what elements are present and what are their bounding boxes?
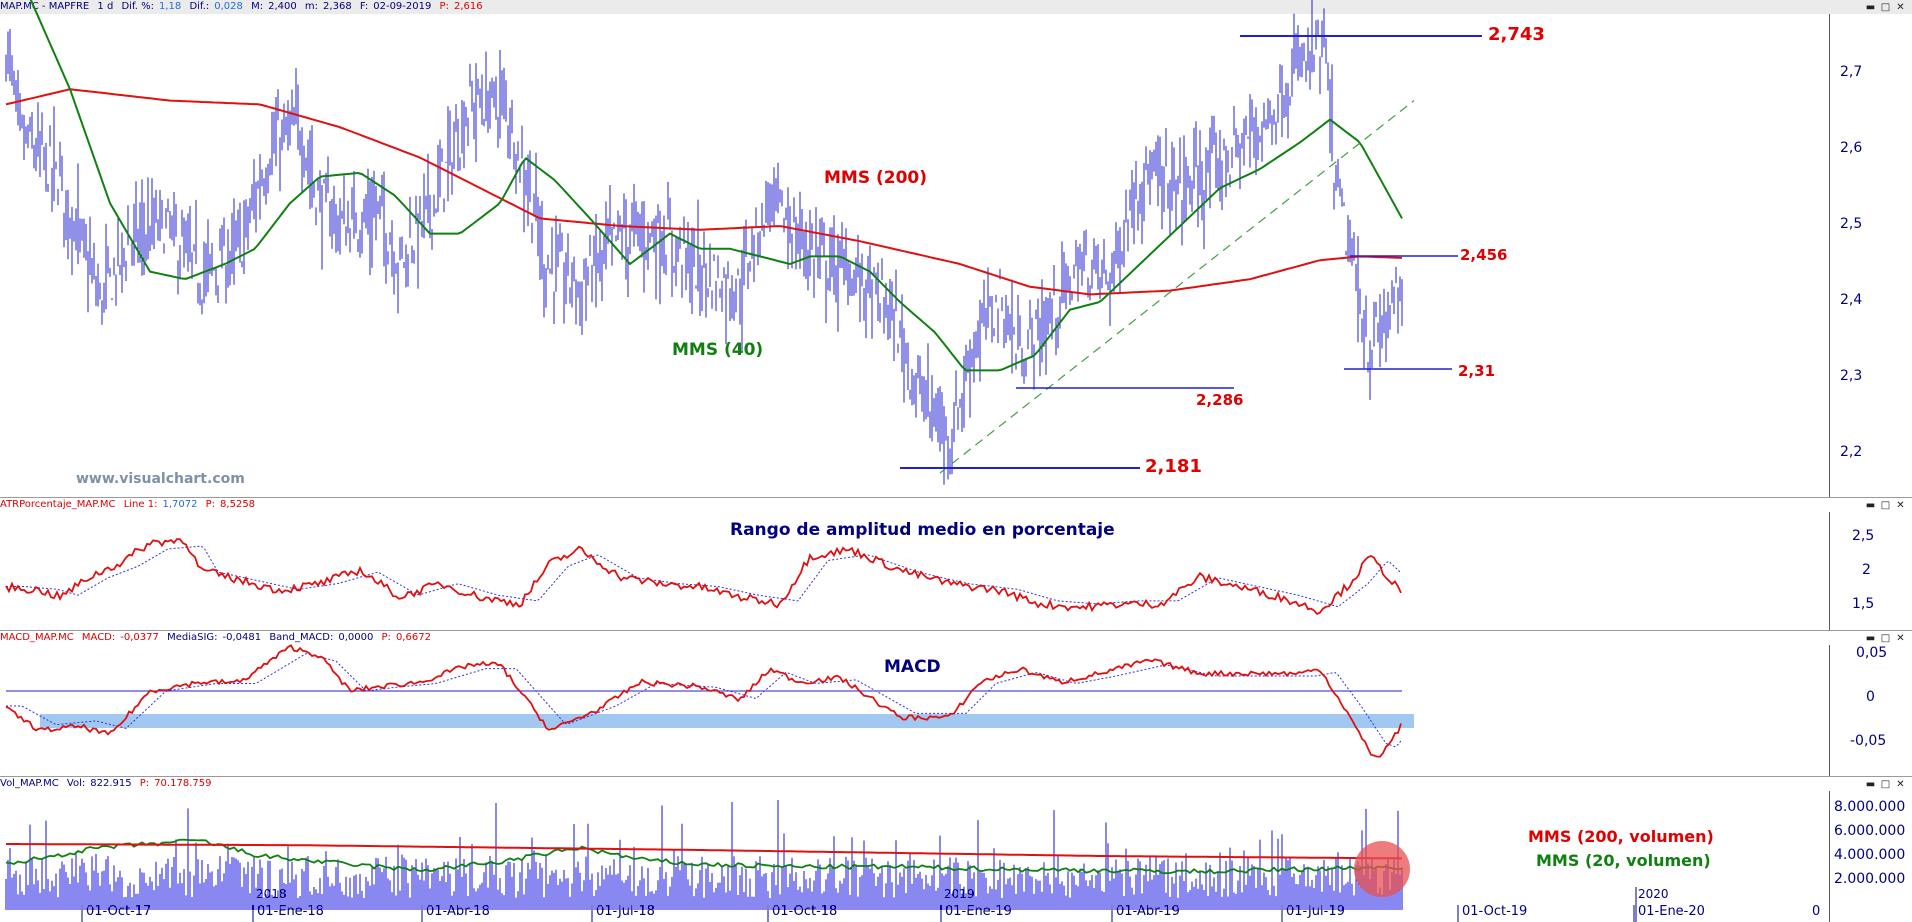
y-tick: 8.000.000 xyxy=(1834,799,1906,815)
ma40-annotation: MMS (40) xyxy=(672,340,764,360)
x-label: 01-Jul-19 xyxy=(1286,904,1345,919)
level-2286-label: 2,286 xyxy=(1196,391,1244,409)
macd-panel: MACD_MAP.MC MACD: -0,0377 MediaSIG: -0,048… xyxy=(0,631,1912,776)
atr-signal-line xyxy=(6,545,1402,608)
volume-header: Vol_MAP.MC Vol: 822.915 P: 70.178.759 ▬ □ … xyxy=(0,778,1905,790)
y-tick: 2 xyxy=(1862,562,1871,578)
x-label: 01-Abr-19 xyxy=(1116,904,1180,919)
watermark: www.visualchart.com xyxy=(76,471,245,487)
price-header: MAP.MC - MAPFRE 1 d Dif. %: 1,18 Dif.: 0,0… xyxy=(0,0,1912,14)
vol-ma20-annotation: MMS (20, volumen) xyxy=(1536,851,1711,870)
macd-signal-line xyxy=(6,653,1402,748)
vol-ma200-line xyxy=(6,843,1402,860)
level-2456-label: 2,456 xyxy=(1460,246,1508,264)
ma40-line xyxy=(29,0,1403,372)
x-label: 01-Oct-19 xyxy=(1462,904,1528,919)
minimize-button[interactable]: ▬ xyxy=(1865,632,1876,644)
y-tick: -0,05 xyxy=(1850,733,1887,749)
y-tick: 0 xyxy=(1866,689,1875,705)
y-tick: 4.000.000 xyxy=(1834,847,1906,863)
macd-header: MACD_MAP.MC MACD: -0,0377 MediaSIG: -0,048… xyxy=(0,632,1905,644)
trend-line xyxy=(939,100,1415,474)
macd-band xyxy=(40,714,1414,728)
year-label: 2019 xyxy=(944,887,975,901)
y-tick: 2.000.000 xyxy=(1834,871,1906,887)
level-231-label: 2,31 xyxy=(1458,362,1496,380)
close-button[interactable]: ✕ xyxy=(1896,1,1905,13)
y-tick: 2,2 xyxy=(1840,444,1863,460)
x-label: 01-Oct-17 xyxy=(86,904,152,919)
y-tick: 2,3 xyxy=(1840,368,1863,384)
y-tick: 2,5 xyxy=(1852,528,1875,544)
restore-button[interactable]: □ xyxy=(1880,632,1891,644)
ma200-line xyxy=(5,88,1403,296)
highlight-circle xyxy=(1354,841,1410,897)
level-2181-label: 2,181 xyxy=(1145,456,1202,477)
atr-line xyxy=(5,538,1402,615)
y-tick: 2,7 xyxy=(1840,64,1863,80)
minimize-button[interactable]: ▬ xyxy=(1865,778,1876,790)
restore-button[interactable]: □ xyxy=(1880,778,1891,790)
x-label: 01-Oct-18 xyxy=(772,904,838,919)
vol-ma200-annotation: MMS (200, volumen) xyxy=(1528,827,1714,846)
ma200-annotation: MMS (200) xyxy=(824,168,928,188)
volume-panel: Vol_MAP.MC Vol: 822.915 P: 70.178.759 ▬ □ … xyxy=(0,777,1912,922)
price-window-buttons: ▬ □ ✕ xyxy=(1865,0,1906,14)
atr-chart xyxy=(5,538,1402,615)
restore-button[interactable]: □ xyxy=(1880,499,1891,511)
close-button[interactable]: ✕ xyxy=(1896,499,1905,511)
year-label: 2018 xyxy=(256,887,287,901)
y-tick: 2,6 xyxy=(1840,140,1863,156)
x-label: 01-Ene-19 xyxy=(945,904,1012,919)
x-label: 01-Ene-18 xyxy=(257,904,324,919)
level-2743-label: 2,743 xyxy=(1488,24,1545,45)
x-label: 01-Abr-18 xyxy=(426,904,490,919)
close-button[interactable]: ✕ xyxy=(1896,632,1905,644)
macd-chart xyxy=(5,644,1414,758)
y-tick: 6.000.000 xyxy=(1834,823,1906,839)
vol-ma20-line xyxy=(5,838,1403,875)
macd-line xyxy=(5,644,1402,758)
price-chart xyxy=(5,0,1482,485)
volume-chart xyxy=(5,800,1637,922)
atr-header: ATRPorcentaje_MAP.MC Line 1: 1,7072 P: 8,5… xyxy=(0,499,1905,511)
y-tick: 0,05 xyxy=(1856,645,1888,661)
x-label: 01-Ene-20 xyxy=(1638,904,1705,919)
year-label: 2020 xyxy=(1638,887,1669,901)
x-label: 01-Jul-18 xyxy=(596,904,655,919)
y-tick: 2,4 xyxy=(1840,292,1863,308)
atr-panel: ATRPorcentaje_MAP.MC Line 1: 1,7072 P: 8,5… xyxy=(0,498,1912,630)
macd-title: MACD xyxy=(884,657,941,677)
close-button[interactable]: ✕ xyxy=(1896,778,1905,790)
symbol-label: MAP.MC - MAPFRE xyxy=(0,1,90,12)
restore-button[interactable]: □ xyxy=(1880,1,1891,13)
x-label: 0 xyxy=(1812,904,1821,919)
atr-title: Rango de amplitud medio en porcentaje xyxy=(730,520,1115,540)
price-panel: MAP.MC - MAPFRE 1 d Dif. %: 1,18 Dif.: 0,0… xyxy=(0,0,1912,497)
minimize-button[interactable]: ▬ xyxy=(1865,499,1876,511)
y-tick: 2,5 xyxy=(1840,216,1863,232)
y-tick: 1,5 xyxy=(1852,596,1875,612)
minimize-button[interactable]: ▬ xyxy=(1865,1,1876,13)
